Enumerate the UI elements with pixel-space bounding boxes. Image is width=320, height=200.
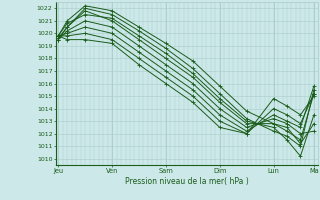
X-axis label: Pression niveau de la mer( hPa ): Pression niveau de la mer( hPa ) <box>125 177 249 186</box>
